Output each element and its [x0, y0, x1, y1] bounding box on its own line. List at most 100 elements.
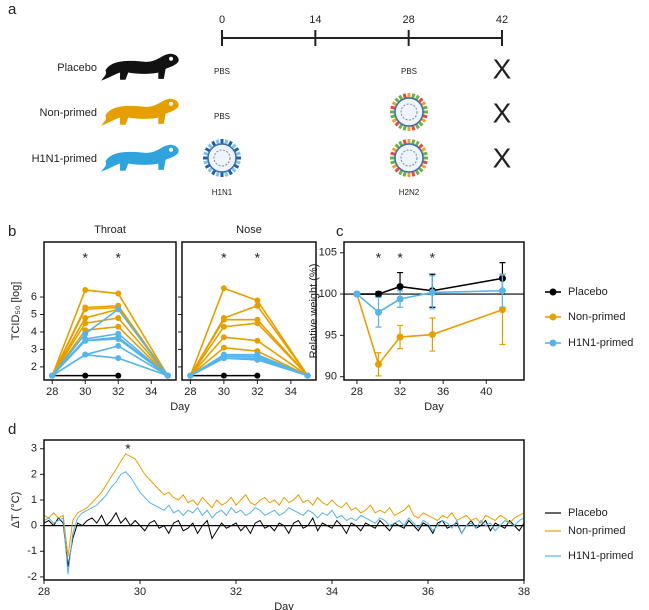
data-point: [254, 302, 261, 309]
data-point: [82, 314, 89, 321]
panel-label: a: [8, 1, 17, 18]
data-point: [254, 356, 261, 363]
legend-label: H1N1-primed: [568, 337, 633, 349]
x-tick-label: 30: [79, 386, 91, 398]
data-point: [254, 337, 261, 344]
virus-label: H1N1: [212, 188, 233, 197]
data-point: [82, 320, 89, 327]
virus-core: [213, 149, 231, 167]
data-point: [82, 306, 89, 313]
ferret-icon: [100, 98, 179, 126]
plot-frame: [43, 241, 177, 381]
y-tick-label: 1: [31, 494, 37, 506]
virus-label: H2N2: [399, 188, 420, 197]
series-line: [189, 287, 309, 377]
y-axis-label: Relative weight (%): [308, 264, 320, 359]
data-point: [115, 290, 122, 297]
group-label: Non-primed: [40, 107, 97, 119]
y-tick-label: 2: [31, 361, 37, 373]
series-line: [189, 346, 308, 377]
y-tick-label: 95: [325, 329, 337, 341]
virus-core: [400, 103, 418, 121]
chart-title: Nose: [236, 224, 262, 236]
legend-label: Non-primed: [568, 525, 625, 537]
data-point: [220, 355, 227, 362]
data-point: [115, 355, 122, 362]
panel-label: c: [336, 223, 344, 240]
data-point: [254, 297, 261, 304]
data-point: [428, 288, 436, 296]
x-tick-label: 32: [230, 586, 242, 598]
data-point: [220, 285, 227, 292]
y-axis-label: ΔT (°C): [10, 492, 22, 529]
series-line: [189, 322, 309, 377]
series-line: [189, 336, 309, 377]
data-point: [220, 344, 227, 351]
x-tick-label: 34: [285, 386, 297, 398]
y-tick-label: 4: [31, 326, 37, 338]
series-line: [51, 353, 169, 377]
plot-frame: [343, 241, 525, 381]
data-point: [254, 320, 261, 327]
x-tick-label: 32: [112, 386, 124, 398]
series-line: [189, 318, 309, 377]
data-point: [220, 334, 227, 341]
significance-mark: *: [125, 441, 131, 457]
y-tick-label: 3: [31, 443, 37, 455]
x-tick-label: 34: [145, 386, 157, 398]
x-axis-label: Day: [274, 601, 294, 610]
x-tick-label: 36: [437, 386, 449, 398]
end-mark: X: [493, 142, 512, 173]
chart-title: Throat: [94, 224, 126, 236]
data-point: [396, 333, 404, 341]
data-point: [115, 342, 122, 349]
significance-mark: *: [376, 250, 382, 266]
legend-label: Non-primed: [568, 311, 625, 323]
group-label: Placebo: [57, 62, 97, 74]
significance-mark: *: [430, 250, 436, 266]
legend-swatch-dot: [549, 339, 557, 347]
timeline-label: 42: [496, 14, 508, 26]
data-point: [254, 372, 261, 379]
data-point: [374, 290, 382, 298]
significance-mark: *: [116, 250, 122, 266]
series-line: [51, 308, 169, 377]
x-tick-label: 28: [351, 386, 363, 398]
series-line: [43, 471, 525, 575]
data-point: [115, 306, 122, 313]
plot-frame: [181, 241, 317, 381]
timeline-label: 28: [403, 14, 415, 26]
plot-frame: [43, 439, 525, 581]
data-point: [374, 308, 382, 316]
significance-mark: *: [221, 250, 227, 266]
data-point: [498, 287, 506, 295]
end-mark: X: [493, 53, 512, 84]
y-tick-label: 100: [319, 288, 337, 300]
pbs-label: PBS: [214, 67, 230, 76]
x-tick-label: 32: [251, 386, 263, 398]
y-tick-label: 0: [31, 520, 37, 532]
legend-swatch-dot: [549, 313, 557, 321]
y-tick-label: -1: [27, 545, 37, 557]
y-tick-label: 105: [319, 247, 337, 259]
panel-label: d: [8, 421, 16, 438]
data-point: [396, 295, 404, 303]
data-point: [220, 323, 227, 330]
data-point: [220, 316, 227, 323]
legend-swatch-dot: [549, 288, 557, 296]
pbs-label: PBS: [401, 67, 417, 76]
data-point: [82, 330, 89, 337]
y-tick-label: 90: [325, 371, 337, 383]
data-point: [49, 372, 56, 379]
x-tick-label: 28: [38, 586, 50, 598]
data-point: [115, 314, 122, 321]
series-line: [51, 325, 169, 377]
virus-body: [394, 143, 424, 173]
series-line: [190, 357, 308, 377]
x-tick-label: 34: [326, 586, 338, 598]
x-tick-label: 32: [394, 386, 406, 398]
legend-label: Placebo: [568, 507, 608, 519]
data-point: [374, 360, 382, 368]
series-line: [43, 511, 525, 567]
